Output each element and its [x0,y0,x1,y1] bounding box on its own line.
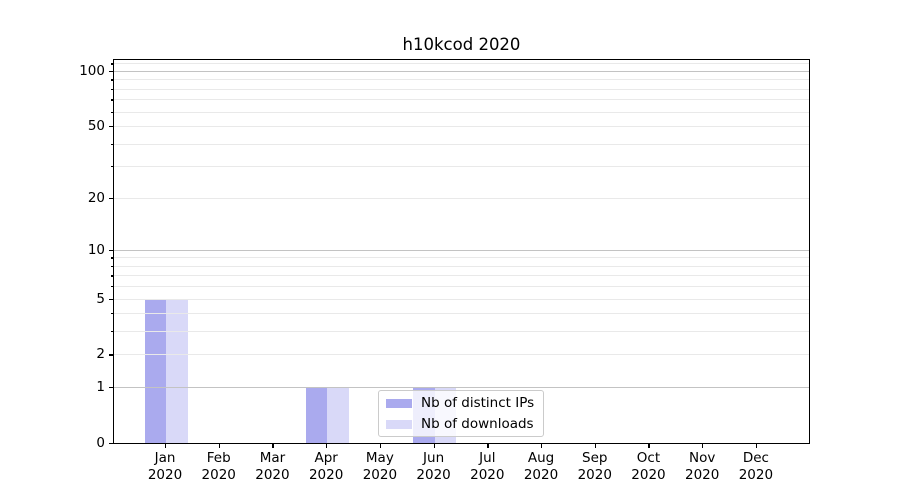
x-tick-label-nov: Nov 2020 [685,450,720,483]
y-minor-tick-6 [110,286,113,288]
y-minor-tick-90 [110,79,113,81]
gridline-y-100 [114,71,809,73]
x-tick-nov [702,444,704,448]
y-minor-tick-3 [110,331,113,333]
legend-swatch-downloads [386,419,412,429]
bar-jan-series-1 [166,298,188,443]
x-tick-may [379,444,382,448]
y-minor-tick-70 [110,99,113,101]
bar-apr-series-0 [305,387,328,443]
y-tick-20 [109,197,113,199]
bar-jan-series-0 [144,298,166,443]
y-tick-label-50: 50 [87,118,105,135]
gridline-y-7 [114,275,809,277]
legend-label: Nb of downloads [421,415,534,432]
y-minor-tick-40 [110,143,113,145]
y-tick-1 [109,387,113,389]
y-minor-tick-4 [110,313,113,315]
y-minor-tick-30 [110,166,113,168]
gridline-y-60 [114,111,809,113]
chart-title: h10kcod 2020 [402,35,521,54]
gridline-y-80 [114,88,809,90]
x-tick-feb [218,444,220,448]
y-minor-tick-8 [110,265,113,268]
x-tick-label-aug: Aug 2020 [523,450,559,483]
y-tick-5 [109,298,113,300]
gridline-y-20 [114,197,809,199]
x-tick-mar [272,444,274,448]
y-tick-label-2: 2 [96,346,105,363]
y-tick-label-100: 100 [79,63,105,80]
gridline-y-90 [114,79,809,81]
y-tick-label-5: 5 [96,290,105,307]
y-minor-tick-80 [110,88,113,91]
plot-area [113,59,810,444]
x-tick-label-dec: Dec 2020 [738,450,774,483]
x-tick-aug [541,444,543,448]
x-tick-jan [165,444,167,448]
gridline-y-70 [114,99,809,101]
y-tick-label-0: 0 [96,435,105,451]
x-tick-oct [648,444,650,448]
gridline-y-30 [114,166,809,168]
x-tick-label-jul: Jul 2020 [470,450,505,483]
x-tick-label-apr: Apr 2020 [308,450,344,483]
x-tick-label-sep: Sep 2020 [577,450,612,483]
y-tick-2 [109,354,113,356]
x-tick-sep [594,444,596,448]
gridline-y-110 [114,63,809,65]
y-tick-label-10: 10 [87,241,105,258]
x-tick-apr [326,444,328,448]
y-minor-tick-7 [110,275,113,277]
y-tick-100 [109,71,113,73]
x-tick-label-oct: Oct 2020 [631,450,666,483]
y-tick-10 [109,249,113,251]
gridline-y-4 [114,313,809,315]
gridline-y-6 [114,286,809,288]
gridline-y-5 [114,298,809,300]
x-tick-label-mar: Mar 2020 [255,450,290,483]
gridline-y-2 [114,354,809,356]
x-tick-jun [433,444,435,448]
y-minor-tick-9 [110,257,113,259]
x-tick-label-feb: Feb 2020 [201,450,236,483]
legend: Nb of distinct IPs Nb of downloads [378,390,544,437]
legend-item: Nb of distinct IPs [386,395,536,412]
legend-label: Nb of distinct IPs [421,394,535,411]
x-tick-label-jun: Jun 2020 [416,450,451,483]
gridline-y-9 [114,257,809,259]
gridline-y-8 [114,265,809,267]
y-minor-tick-110 [110,63,113,65]
gridline-y-3 [114,331,809,333]
x-tick-jul [487,444,489,448]
bar-apr-series-1 [327,387,349,443]
y-tick-label-20: 20 [87,189,105,206]
gridline-y-40 [114,143,809,145]
y-tick-label-1: 1 [96,379,105,396]
y-minor-tick-60 [110,111,113,113]
x-tick-dec [755,444,758,448]
legend-item: Nb of downloads [386,416,536,433]
gridline-y-50 [114,126,809,128]
y-tick-0 [109,443,113,445]
x-tick-label-may: May 2020 [362,450,398,483]
gridline-y-10 [114,249,809,251]
gridline-y-1 [114,387,809,389]
x-tick-label-jan: Jan 2020 [147,450,183,483]
y-tick-50 [109,126,113,128]
legend-swatch-distinct-ips [386,398,412,408]
